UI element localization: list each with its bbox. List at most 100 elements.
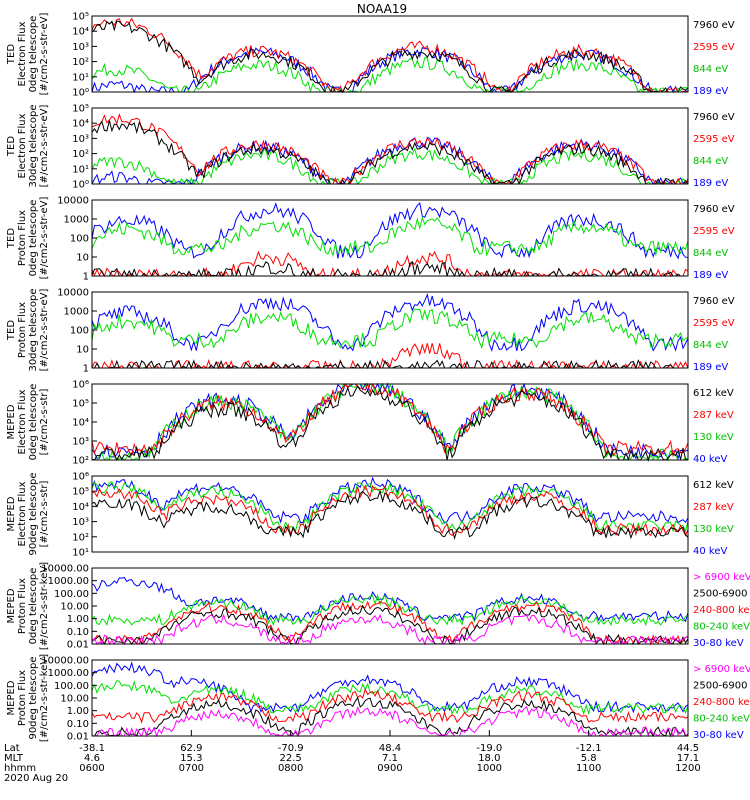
y-tick-label: 100: [70, 234, 89, 245]
series-group: [91, 382, 689, 462]
series-7960-ev: [91, 20, 689, 93]
series-287-kev: [91, 382, 689, 458]
y-tick-label: 1: [83, 272, 89, 283]
y-tick-label: 10³: [72, 42, 89, 53]
y-tick-label: 10³: [72, 437, 89, 448]
series--6900-kev: [91, 613, 689, 646]
y-tick-label: 10⁴: [72, 27, 89, 38]
series-group: [91, 577, 689, 646]
y-tick-label: 10⁵: [72, 399, 89, 410]
x-row-label: Lat: [4, 743, 20, 754]
x-tick-lat: -38.1: [79, 743, 105, 754]
y-axis-label: MEPEDElectron Flux90deg telescope[#/cm2-…: [6, 472, 50, 555]
y-tick-label: 10⁴: [72, 502, 89, 513]
y-tick-label: 100.00: [54, 589, 89, 600]
legend-entry: 287 keV: [693, 410, 734, 421]
series-2500-6900-kev: [92, 696, 689, 738]
series-844-ev: [91, 147, 689, 186]
legend-entry: 189 eV: [693, 178, 728, 189]
y-tick-label: 1000: [64, 215, 89, 226]
legend-entry: 612 keV: [693, 388, 734, 399]
panels: 10⁰ 10¹ 10² 10³ 10⁴ 10⁵ TEDElectron Flux0deg t…: [6, 12, 750, 743]
y-tick-label: 10²: [72, 57, 89, 68]
y-tick-label: 10000: [57, 288, 89, 299]
y-tick-label: 1: [83, 364, 89, 375]
x-tick-mlt: 17.1: [677, 753, 699, 764]
legend-entry: 2595 eV: [693, 226, 735, 237]
y-tick-label: 10.00: [60, 694, 89, 705]
legend-entry: 240-800 keV: [693, 697, 750, 708]
legend-entry: 240-800 keV: [693, 605, 750, 616]
series-189-ev: [91, 293, 689, 353]
series-group: [91, 476, 689, 541]
x-tick-mlt: 5.8: [581, 753, 597, 764]
legend-entry: 844 eV: [693, 248, 728, 259]
legend-entry: 2595 eV: [693, 134, 735, 145]
series-2500-6900-kev: [91, 604, 689, 645]
x-tick-hhmm: 0900: [377, 763, 402, 774]
panel-ted-e-0: 10⁰ 10¹ 10² 10³ 10⁴ 10⁵ TEDElectron Flux0deg t…: [6, 12, 735, 99]
legend-entry: 2595 eV: [693, 318, 735, 329]
y-tick-label: 0.10: [67, 719, 89, 730]
series-844-ev: [91, 57, 689, 93]
legend-entry: 2500-6900 keV: [693, 681, 750, 692]
series-group: [91, 293, 689, 370]
legend-entry: 7960 eV: [693, 112, 735, 123]
series-844-ev: [91, 216, 689, 258]
legend-entry: 7960 eV: [693, 296, 735, 307]
series-612-kev: [91, 489, 689, 541]
y-tick-label: 10²: [72, 149, 89, 160]
x-tick-mlt: 7.1: [382, 753, 398, 764]
y-tick-label: 10000: [57, 196, 89, 207]
legend-entry: 2595 eV: [693, 42, 735, 53]
x-tick-lat: -12.1: [576, 743, 602, 754]
y-tick-label: 10: [76, 253, 89, 264]
panel-ted-p-30: 1 10 100 1000 10000 TEDProton Flux30deg teles…: [6, 288, 735, 375]
y-tick-label: 10⁴: [72, 119, 89, 130]
y-tick-label: 10¹: [72, 548, 89, 559]
x-tick-mlt: 22.5: [280, 753, 302, 764]
legend-entry: 612 keV: [693, 480, 734, 491]
series-240-800-kev: [91, 688, 689, 724]
legend-entry: 189 eV: [693, 86, 728, 97]
y-tick-label: 100.00: [54, 681, 89, 692]
y-tick-label: 0.10: [67, 627, 89, 638]
x-date: 2020 Aug 20: [4, 773, 68, 784]
series-group: [91, 17, 689, 94]
panel-frame: [91, 199, 689, 277]
y-axis-label: MEPEDProton Flux0deg telescope[#/cm2-s-s…: [6, 562, 50, 650]
y-tick-label: 1000.00: [48, 668, 89, 679]
y-tick-label: 10²: [72, 456, 89, 467]
legend-entry: 40 keV: [693, 454, 727, 465]
series-group: [91, 202, 689, 278]
series-612-kev: [91, 385, 689, 462]
legend-entry: 80-240 keV: [693, 714, 750, 725]
panel-frame: [91, 475, 689, 553]
y-tick-label: 0.01: [67, 732, 89, 743]
y-axis-label: MEPEDElectron Flux0deg telescope[#/cm2-s…: [6, 384, 50, 461]
y-tick-label: 10³: [72, 517, 89, 528]
y-tick-label: 10⁵: [72, 12, 89, 23]
panel-ted-e-30: 10⁰ 10¹ 10² 10³ 10⁴ 10⁵ TEDElectron Flux30deg …: [6, 104, 735, 191]
y-tick-label: 1000.00: [48, 576, 89, 587]
x-tick-mlt: 15.3: [180, 753, 202, 764]
y-tick-label: 1.00: [67, 614, 89, 625]
y-tick-label: 10⁶: [72, 472, 89, 483]
y-axis-label: MEPEDProton Flux90deg telescope[#/cm2-s-…: [6, 654, 50, 742]
y-axis-label: TEDProton Flux0deg telescope[#/cm2-s-str…: [6, 197, 50, 280]
series-group: [91, 661, 689, 738]
legend-entry: 189 eV: [693, 362, 728, 373]
y-tick-label: 10²: [72, 532, 89, 543]
x-tick-hhmm: 0700: [179, 763, 204, 774]
series-2595-ev: [91, 343, 689, 370]
legend-entry: > 6900 keV: [693, 572, 750, 583]
legend-entry: 30-80 keV: [693, 730, 744, 741]
x-tick-hhmm: 1200: [675, 763, 700, 774]
y-tick-label: 10¹: [72, 72, 89, 83]
x-tick-lat: -19.0: [476, 743, 502, 754]
y-tick-label: 10⁴: [72, 418, 89, 429]
x-tick-lat: 62.9: [180, 743, 202, 754]
legend-entry: 40 keV: [693, 546, 727, 557]
